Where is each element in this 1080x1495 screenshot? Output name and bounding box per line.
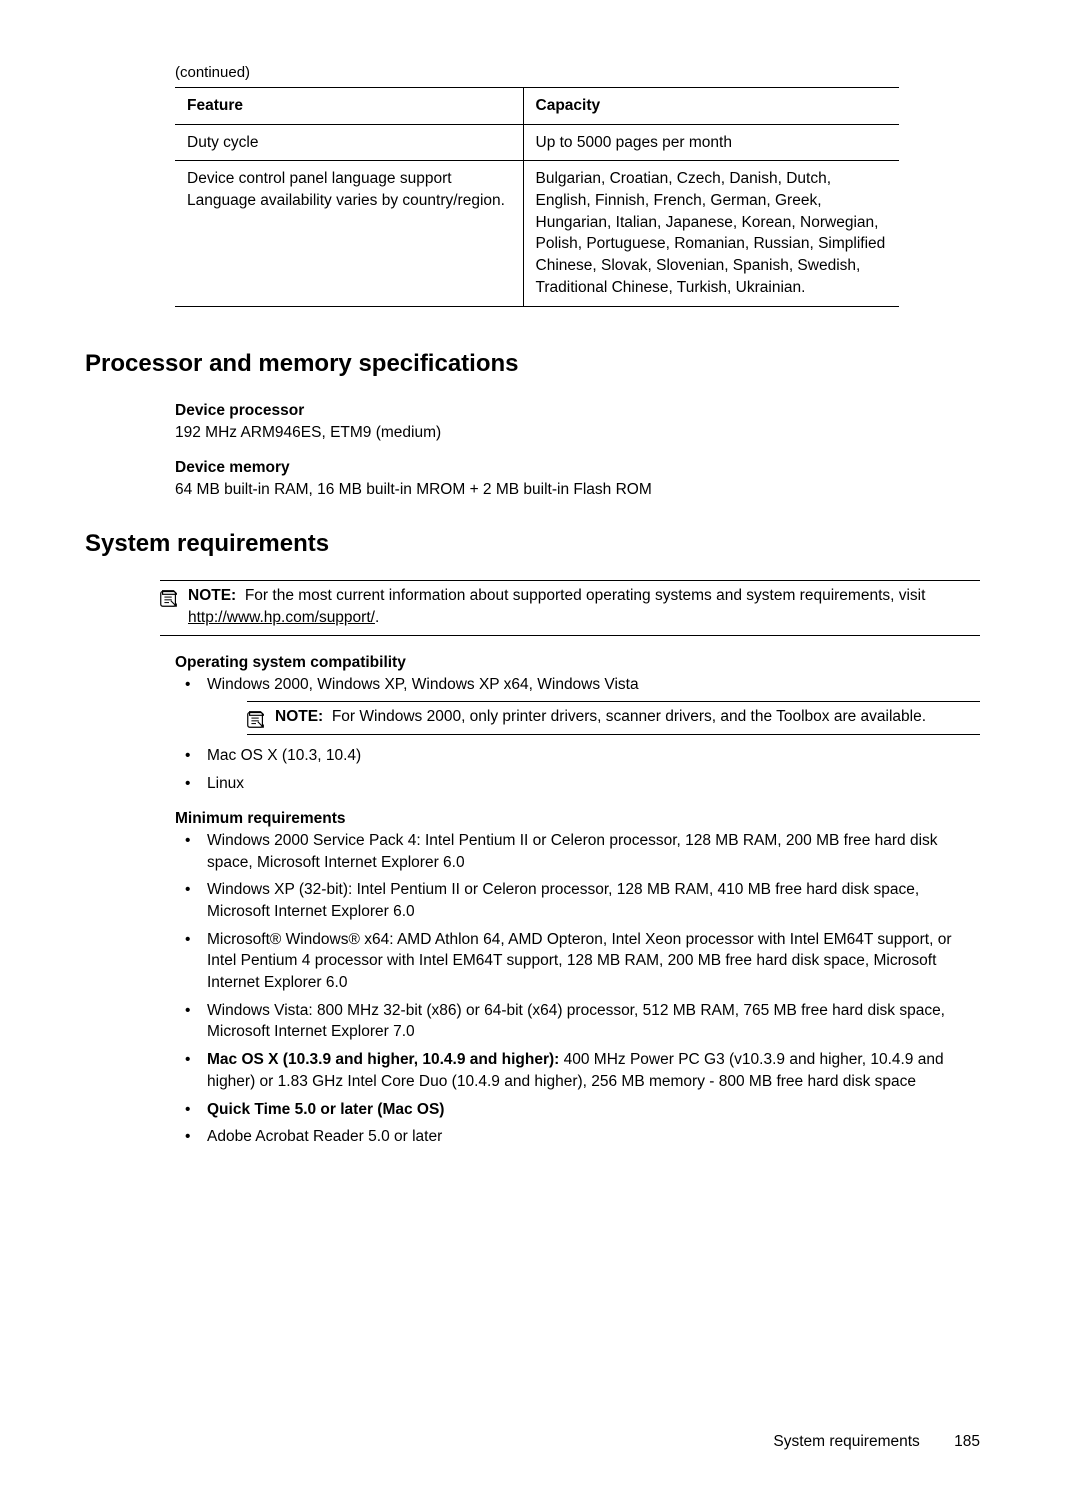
text-processor: 192 MHz ARM946ES, ETM9 (medium) [175, 422, 980, 444]
note-text: NOTE: For Windows 2000, only printer dri… [275, 706, 980, 728]
table-row: Device control panel language support La… [175, 161, 899, 306]
list-item: Mac OS X (10.3.9 and higher, 10.4.9 and … [175, 1049, 980, 1092]
note-body: For Windows 2000, only printer drivers, … [332, 708, 926, 725]
page-number: 185 [954, 1433, 980, 1450]
list-bold: Mac OS X (10.3.9 and higher, 10.4.9 and … [207, 1051, 559, 1068]
cell-lang-feature: Device control panel language support La… [175, 161, 523, 306]
list-item: Quick Time 5.0 or later (Mac OS) [175, 1099, 980, 1121]
note-label: NOTE: [188, 587, 236, 604]
os-list: Windows 2000, Windows XP, Windows XP x64… [175, 674, 980, 795]
list-item: Adobe Acrobat Reader 5.0 or later [175, 1126, 980, 1148]
footer-text: System requirements [773, 1433, 919, 1450]
subhead-os-compat: Operating system compatibility [175, 652, 980, 674]
minreq-list: Windows 2000 Service Pack 4: Intel Penti… [175, 830, 980, 1148]
cell-text: Device control panel language support [187, 168, 513, 190]
list-bold: Quick Time 5.0 or later (Mac OS) [207, 1101, 444, 1118]
subhead-memory: Device memory [175, 457, 980, 479]
feature-capacity-table: Feature Capacity Duty cycle Up to 5000 p… [175, 87, 899, 307]
text-memory: 64 MB built-in RAM, 16 MB built-in MROM … [175, 479, 980, 501]
section-heading-sysreq: System requirements [85, 527, 980, 561]
list-item: Linux [175, 773, 980, 795]
note-body: For the most current information about s… [245, 587, 926, 604]
cell-lang-list: Bulgarian, Croatian, Czech, Danish, Dutc… [523, 161, 899, 306]
note-text: NOTE: For the most current information a… [188, 585, 980, 628]
cell-duty-cycle: Duty cycle [175, 124, 523, 161]
note-icon [245, 708, 267, 730]
list-item: Windows 2000 Service Pack 4: Intel Penti… [175, 830, 980, 873]
list-item: Windows Vista: 800 MHz 32-bit (x86) or 6… [175, 1000, 980, 1043]
th-capacity: Capacity [523, 88, 899, 125]
th-feature: Feature [175, 88, 523, 125]
list-item: Mac OS X (10.3, 10.4) [175, 745, 980, 767]
table-row: Duty cycle Up to 5000 pages per month [175, 124, 899, 161]
note-end: . [375, 609, 379, 626]
note-box: NOTE: For the most current information a… [160, 580, 980, 635]
page-footer: System requirements 185 [773, 1431, 980, 1453]
cell-text: Language availability varies by country/… [187, 190, 513, 212]
list-text: Windows 2000, Windows XP, Windows XP x64… [207, 676, 639, 693]
continued-label: (continued) [175, 62, 980, 83]
list-item: Windows 2000, Windows XP, Windows XP x64… [175, 674, 980, 735]
cell-duty-value: Up to 5000 pages per month [523, 124, 899, 161]
list-item: Microsoft® Windows® x64: AMD Athlon 64, … [175, 929, 980, 994]
support-link[interactable]: http://www.hp.com/support/ [188, 609, 375, 626]
list-item: Windows XP (32-bit): Intel Pentium II or… [175, 879, 980, 922]
note-box: NOTE: For Windows 2000, only printer dri… [247, 701, 980, 735]
note-icon [158, 587, 180, 609]
note-label: NOTE: [275, 708, 323, 725]
subhead-min-req: Minimum requirements [175, 808, 980, 830]
section-heading-processor: Processor and memory specifications [85, 347, 980, 381]
subhead-processor: Device processor [175, 400, 980, 422]
